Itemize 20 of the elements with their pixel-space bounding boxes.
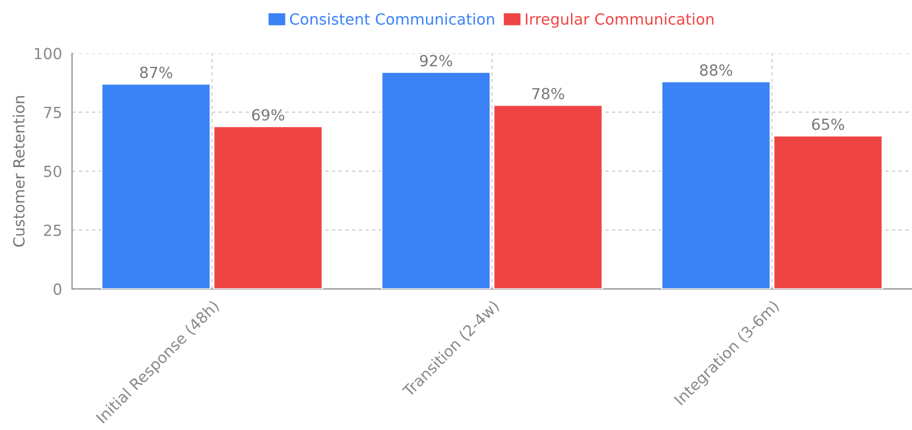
bar — [493, 104, 604, 289]
y-tick-label: 75 — [44, 106, 61, 118]
bar — [772, 135, 884, 289]
legend-label: Irregular Communication — [526, 13, 714, 28]
y-tick-label: 50 — [44, 166, 62, 178]
y-tick-label: 100 — [34, 48, 62, 60]
bar — [381, 71, 492, 289]
data-label: 92% — [420, 54, 452, 66]
legend-label: Consistent Communication — [290, 13, 494, 25]
bar — [661, 80, 772, 289]
data-label: 65% — [812, 118, 844, 130]
bar — [213, 126, 324, 289]
data-label: 87% — [140, 66, 172, 78]
y-axis-title: Customer Retention — [12, 96, 25, 247]
data-label: 78% — [532, 88, 564, 100]
y-tick-label: 25 — [44, 224, 61, 236]
data-label: 88% — [700, 64, 732, 76]
bar — [101, 83, 212, 289]
data-label: 69% — [252, 109, 284, 121]
y-tick-label: 0 — [54, 283, 62, 295]
